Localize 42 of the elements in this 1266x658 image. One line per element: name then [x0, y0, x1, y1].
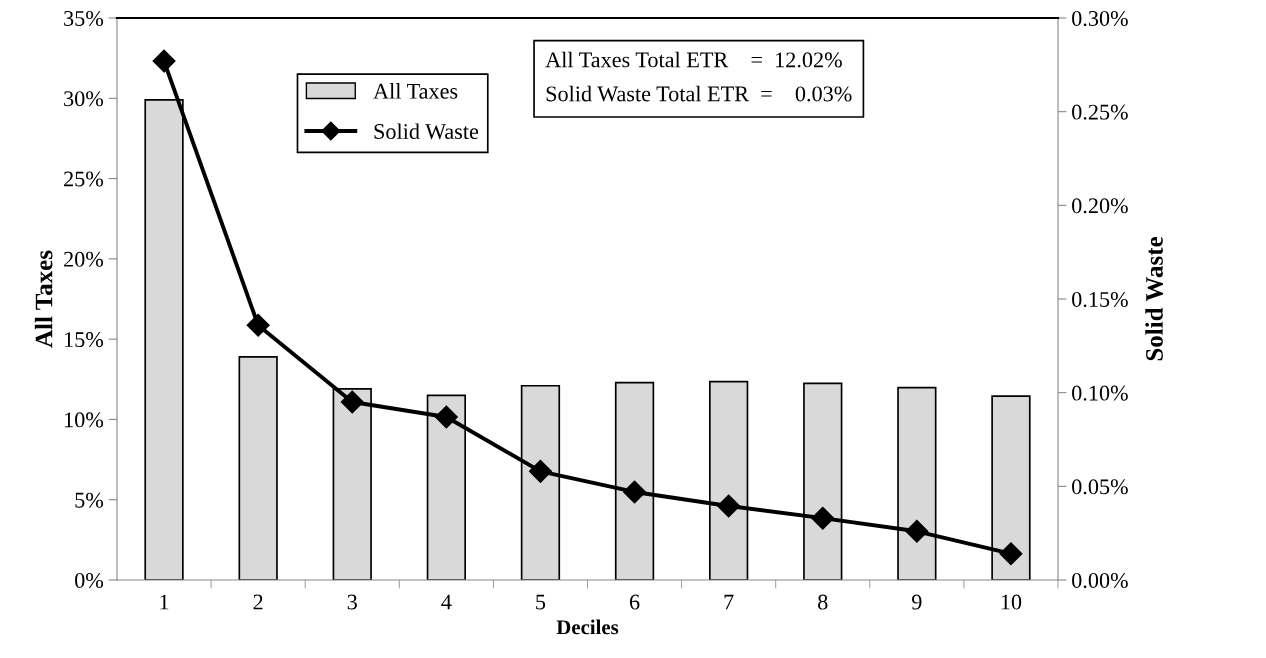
y-tick-label: 10%: [65, 412, 104, 428]
y-tick-label: 30%: [64, 91, 104, 107]
y2-tick-label: 0.15%: [1072, 291, 1128, 308]
y2-axis-title: Solid Waste: [1145, 237, 1163, 361]
y2-tick-label: 0.25%: [1072, 104, 1128, 120]
point: [340, 390, 364, 414]
y-tick-label: 15%: [65, 332, 104, 348]
x-tick-label: 7: [724, 594, 734, 610]
point: [905, 519, 929, 543]
y2-tick-label: 0.00%: [1072, 572, 1128, 589]
x-axis-title: Deciles: [556, 619, 619, 635]
x-tick-label: 6: [629, 594, 640, 610]
point: [717, 494, 741, 518]
y-tick-label: 20%: [64, 251, 104, 267]
point: [623, 480, 647, 504]
point: [434, 405, 458, 429]
bar: [238, 355, 278, 580]
y-tick-label: 25%: [64, 171, 104, 187]
x-tick-label: 10: [1001, 594, 1022, 610]
x-tick-label: 4: [441, 594, 452, 610]
legend-label: Solid Waste: [374, 123, 479, 140]
x-tick-label: 8: [818, 594, 828, 610]
legend-label: All Taxes: [373, 83, 458, 99]
y-tick-label: 5%: [75, 492, 104, 508]
point: [246, 313, 270, 337]
point: [811, 506, 835, 530]
x-tick-label: 1: [160, 594, 169, 610]
x-tick-label: 2: [253, 594, 263, 610]
y2-tick-label: 0.20%: [1072, 198, 1128, 214]
annotation: All Taxes Total ETR = 12.02% Solid Waste Total ETR = 0.03%: [545, 51, 852, 102]
y2-tick-label: 0.05%: [1072, 479, 1128, 495]
x-tick-label: 5: [536, 594, 546, 610]
y2-tick-label: 0.30%: [1072, 10, 1128, 27]
x-tick-label: 3: [347, 594, 357, 610]
y-axis-title: All Taxes: [34, 250, 53, 348]
y2-tick-label: 0.10%: [1072, 385, 1128, 401]
y-tick-label: 0%: [75, 572, 104, 588]
point: [528, 459, 552, 483]
point: [152, 49, 176, 73]
y-tick-label: 35%: [64, 10, 104, 26]
x-tick-label: 9: [912, 594, 922, 610]
point: [999, 542, 1023, 566]
